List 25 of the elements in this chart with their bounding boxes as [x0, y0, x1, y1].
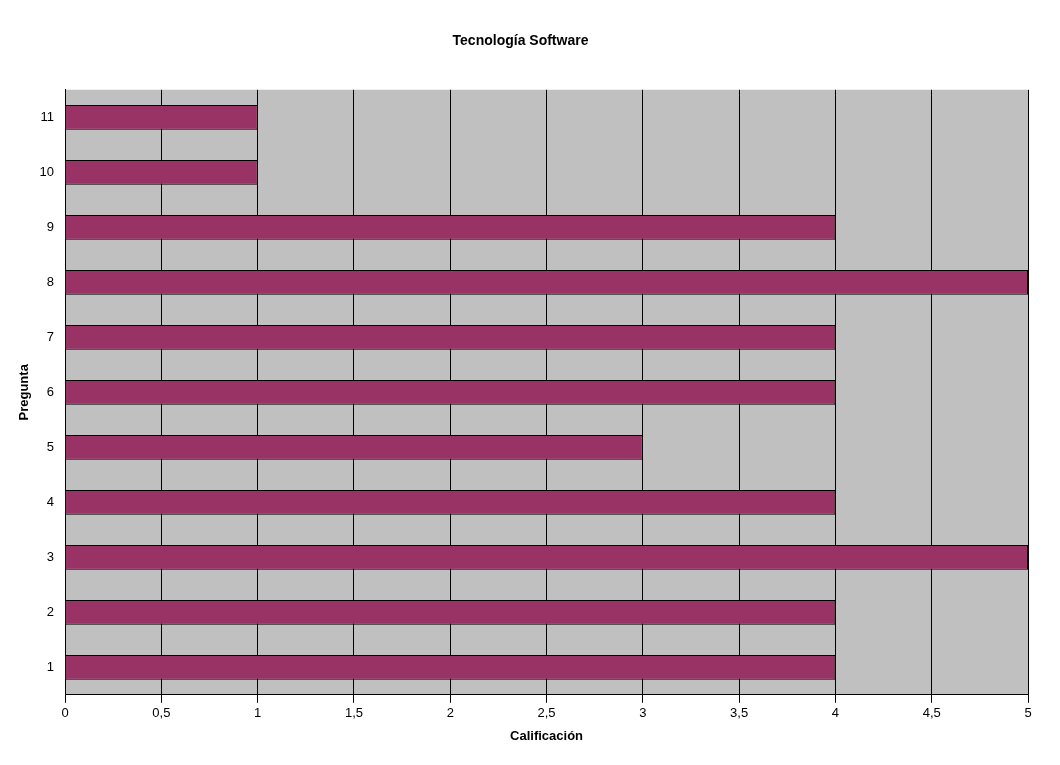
x-tick-label: 4,5 — [922, 705, 941, 721]
x-tick-label: 2,5 — [537, 705, 556, 721]
x-tick-label: 3,5 — [730, 705, 749, 721]
x-tick-label: 3 — [639, 705, 647, 721]
x-tick-label: 4 — [831, 705, 840, 721]
y-tick-label: 10 — [39, 163, 55, 179]
y-tick-label: 3 — [46, 548, 55, 564]
x-tick-label: 0 — [61, 705, 69, 721]
y-tick-label: 2 — [46, 603, 55, 619]
x-tick-label: 2 — [446, 705, 454, 721]
y-tick-label: 4 — [46, 493, 55, 509]
y-tick-label: 9 — [46, 218, 55, 234]
x-tick-label: 1,5 — [344, 705, 363, 721]
x-tick-label: 1 — [254, 705, 262, 721]
y-axis-title: Pregunta — [16, 363, 32, 421]
x-tick-label: 0,5 — [152, 705, 171, 721]
chart-title: Tecnología Software — [452, 32, 589, 49]
y-tick-label: 6 — [46, 383, 55, 399]
y-tick-label: 8 — [46, 273, 55, 289]
y-tick-label: 7 — [46, 328, 55, 344]
x-tick-label: 5 — [1024, 705, 1032, 721]
y-tick-label: 1 — [46, 658, 55, 674]
x-axis-title: Calificación — [510, 727, 584, 743]
y-tick-label: 11 — [40, 108, 55, 124]
y-tick-label: 5 — [46, 438, 55, 454]
